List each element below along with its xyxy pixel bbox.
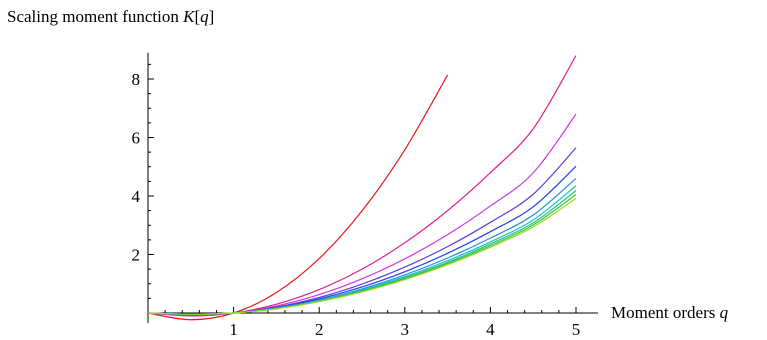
x-tick-label: 3 <box>401 320 410 339</box>
y-axis-label: Scaling moment function K[q] <box>7 7 214 26</box>
x-tick-label: 4 <box>486 320 495 339</box>
series-line-1 <box>147 74 449 321</box>
y-tick-label: 2 <box>132 246 141 265</box>
series-line-9 <box>147 194 577 315</box>
series-group <box>147 55 577 321</box>
y-tick-label: 6 <box>132 129 141 148</box>
y-tick-label: 8 <box>132 70 141 89</box>
series-line-10 <box>147 197 577 315</box>
x-tick-label: 5 <box>572 320 581 339</box>
x-tick-label: 1 <box>229 320 238 339</box>
y-tick-label: 4 <box>132 187 141 206</box>
x-tick-label: 2 <box>315 320 324 339</box>
series-line-2 <box>147 55 577 317</box>
series-line-6 <box>147 177 577 316</box>
series-line-3 <box>147 113 577 316</box>
x-axis-label: Moment orders q <box>611 303 729 322</box>
axis-ticks: 1 2 3 4 5 2 4 6 8 <box>132 63 581 339</box>
series-line-7 <box>147 185 577 315</box>
